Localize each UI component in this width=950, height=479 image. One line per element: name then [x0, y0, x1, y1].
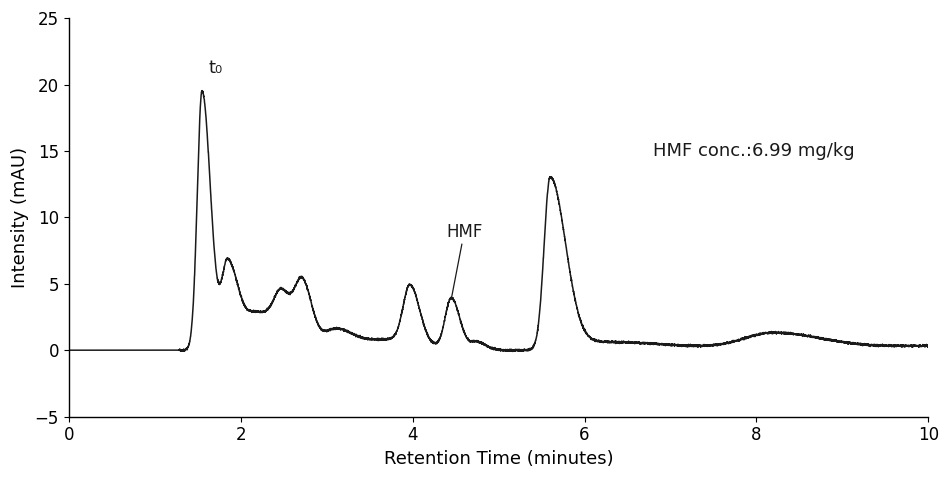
Text: t₀: t₀ [208, 58, 222, 77]
X-axis label: Retention Time (minutes): Retention Time (minutes) [384, 450, 614, 468]
Text: HMF conc.:6.99 mg/kg: HMF conc.:6.99 mg/kg [654, 142, 855, 160]
Y-axis label: Intensity (mAU): Intensity (mAU) [11, 147, 29, 288]
Text: HMF: HMF [446, 223, 483, 299]
